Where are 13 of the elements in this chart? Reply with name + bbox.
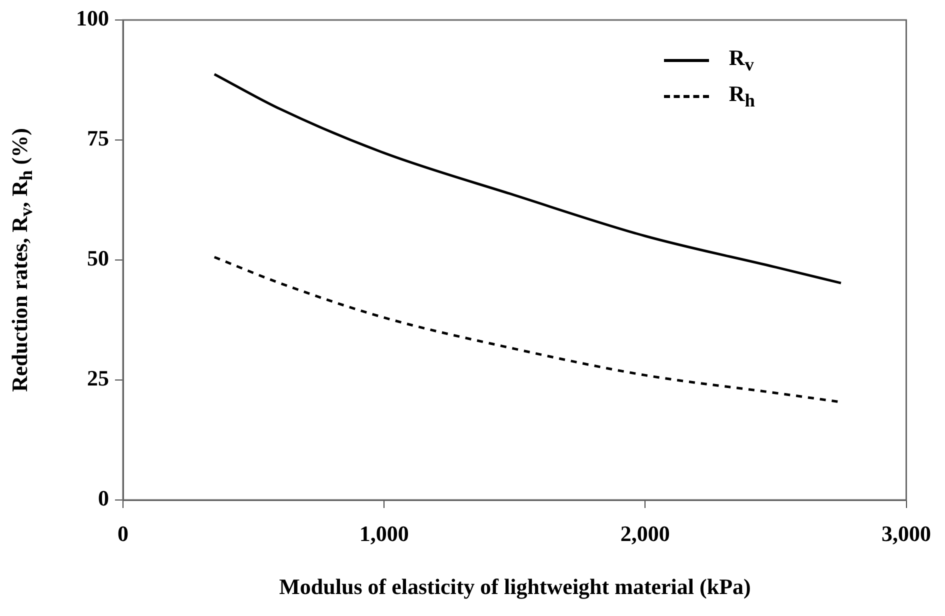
legend-label: R$_{h}$ (728, 80, 755, 112)
y-tick-label: 25 (87, 366, 109, 391)
x-tick-label: 0 (118, 520, 128, 546)
x-tick-label: 2,000 (620, 520, 670, 546)
y-tick-label: 100 (76, 6, 109, 31)
x-tick-label: 3,000 (882, 520, 931, 546)
x-axis-title: Modulus of elasticity of lightweight material (kPa) (278, 574, 752, 600)
x-tick-label: 1,000 (359, 520, 409, 546)
legend-label: R$_{v}$ (728, 44, 754, 76)
y-tick-label: 75 (87, 126, 109, 151)
y-tick-label: 50 (87, 246, 109, 271)
y-tick-label: 0 (98, 486, 109, 511)
line-series (213, 72, 842, 284)
